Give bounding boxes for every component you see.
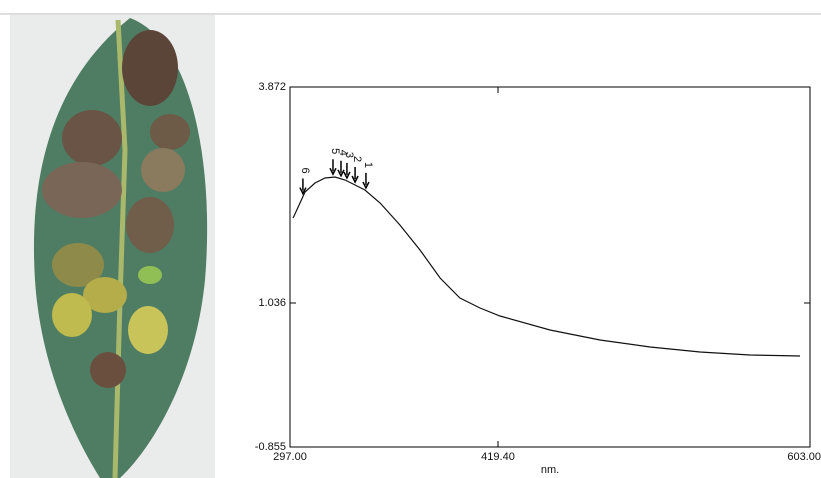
x-tick-label: 297.00 (273, 451, 307, 463)
lesion (126, 197, 174, 253)
peak-label: 4 (337, 150, 349, 156)
peak-label: 1 (362, 162, 374, 168)
lesion (83, 277, 127, 313)
midrib (112, 19, 128, 478)
peak-label: 2 (351, 156, 363, 162)
y-tick-label: 3.872 (258, 81, 286, 93)
lesion (52, 243, 104, 287)
peak-arrow (299, 178, 307, 196)
x-tick-label: 419.40 (481, 451, 515, 463)
y-tick-label: -0.855 (255, 441, 286, 453)
spectrum-line (292, 176, 801, 357)
peak-arrow (329, 159, 337, 176)
peak-label: 3 (343, 152, 355, 158)
lesion (128, 306, 168, 354)
lesion (62, 110, 122, 166)
peak-arrow (343, 162, 351, 180)
lesion (141, 148, 185, 192)
x-axis-label: nm. (541, 464, 559, 476)
peak-arrow (351, 167, 359, 184)
peak-arrow (337, 160, 345, 178)
y-tick-label: 1.036 (258, 297, 286, 309)
leaf-photo (10, 15, 215, 478)
x-tick-label: 603.00 (787, 451, 821, 463)
peak-label: 5 (329, 148, 341, 154)
peak-arrow (362, 172, 370, 190)
peak-label: 6 (299, 167, 311, 173)
plot-frame (289, 86, 811, 448)
lesion (42, 162, 122, 218)
lesion (122, 30, 178, 106)
lesion (52, 293, 92, 337)
lesion (90, 352, 126, 388)
lesion (138, 266, 162, 284)
lesion (150, 114, 190, 150)
